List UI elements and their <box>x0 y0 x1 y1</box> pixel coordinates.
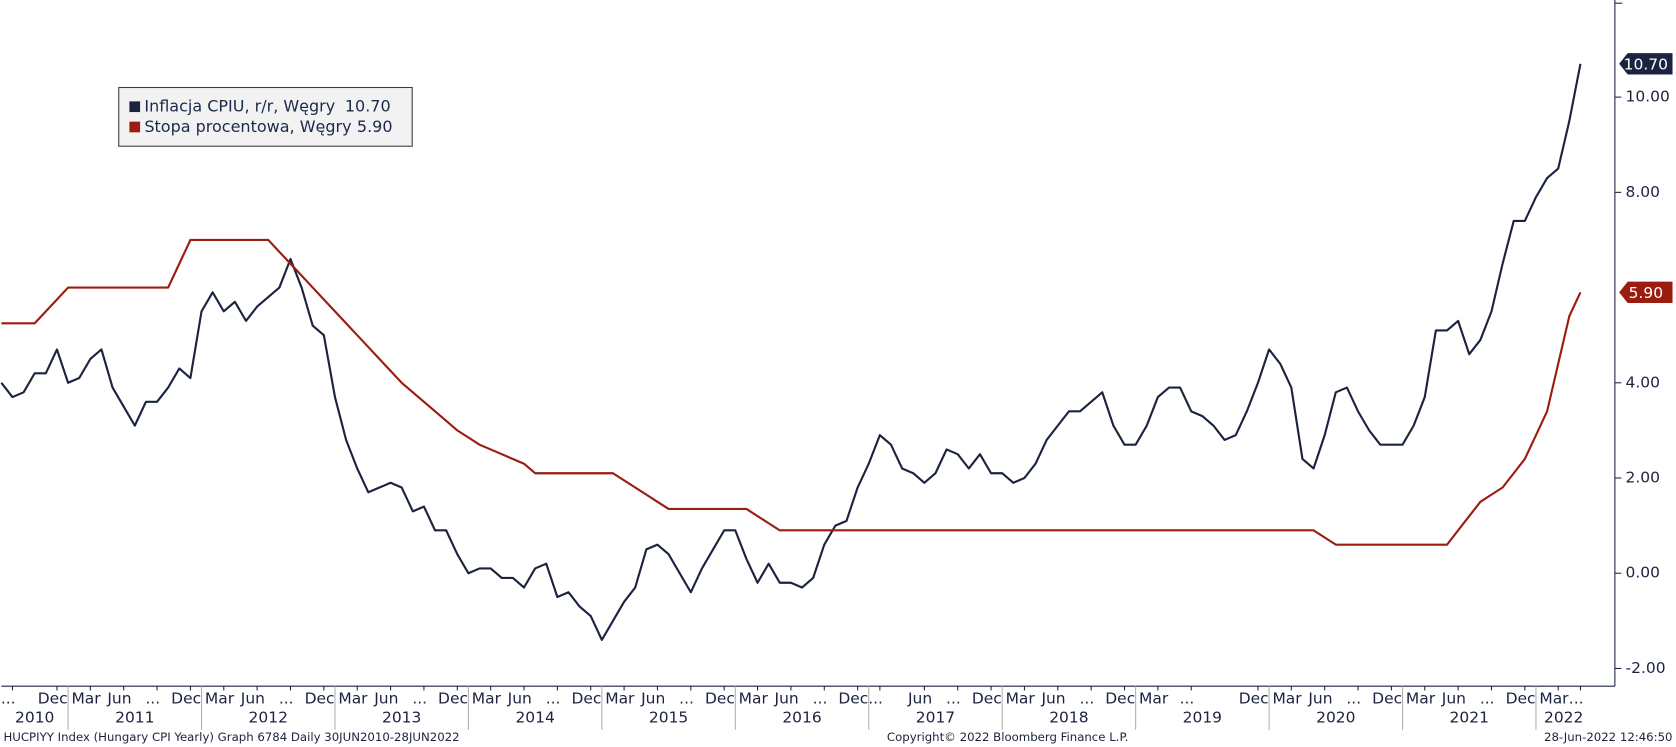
x-tick-label: Jun <box>907 689 932 707</box>
y-tick-label: 8.00 <box>1626 183 1660 201</box>
series-line <box>0 63 1582 641</box>
year-label: 2010 <box>15 709 54 727</box>
x-tick-label: Dec <box>305 689 335 707</box>
x-tick-label: Mar <box>205 689 235 707</box>
copyright: Copyright© 2022 Bloomberg Finance L.P. <box>887 730 1129 744</box>
legend-value: 10.70 <box>345 96 391 115</box>
x-tick-label: Mar <box>739 689 769 707</box>
legend-name: Inflacja CPIU, r/r, Węgry <box>144 96 335 115</box>
timestamp: 28-Jun-2022 12:46:50 <box>1544 730 1673 744</box>
source-note: HUCPIYY Index (Hungary CPI Yearly) Graph… <box>3 730 459 744</box>
x-tick-label: Dec <box>38 689 68 707</box>
x-tick-label: Jun <box>1040 689 1065 707</box>
x-tick-label: ... <box>679 689 694 707</box>
x-tick-label: ... <box>946 689 961 707</box>
legend-name: Stopa procentowa, Węgry <box>144 116 351 135</box>
x-tick-label: ... <box>1080 689 1095 707</box>
x-tick-label: Dec <box>171 689 201 707</box>
y-tick-label: 2.00 <box>1626 469 1660 487</box>
series-line <box>1 238 1582 546</box>
year-label: 2014 <box>515 709 554 727</box>
year-label: 2019 <box>1183 709 1222 727</box>
x-tick-label: Dec <box>572 689 602 707</box>
value-tag <box>1619 281 1673 303</box>
x-tick-label: Jun <box>240 689 265 707</box>
x-tick-label: Mar <box>1272 689 1302 707</box>
x-tick-label: ... <box>1480 689 1495 707</box>
y-tick-label: -2.00 <box>1626 659 1666 677</box>
x-tick-label: Jun <box>774 689 799 707</box>
year-label: 2017 <box>916 709 955 727</box>
x-tick-label: ... <box>145 689 160 707</box>
legend-value: 5.90 <box>357 116 393 135</box>
x-tick-label: Mar <box>1139 689 1169 707</box>
x-tick-label: ... <box>813 689 828 707</box>
value-tag-label: 5.90 <box>1629 284 1663 302</box>
y-tick-label: 10.00 <box>1626 88 1670 106</box>
y-tick-label: 4.00 <box>1626 373 1660 391</box>
year-label: 2016 <box>782 709 821 727</box>
x-tick-label: Mar <box>605 689 635 707</box>
x-tick-label: ... <box>1346 689 1361 707</box>
x-tick-label: Dec <box>972 689 1002 707</box>
x-tick-label: ... <box>1 689 16 707</box>
x-tick-label: ... <box>1569 689 1584 707</box>
year-label: 2013 <box>382 709 421 727</box>
legend-box <box>118 86 413 147</box>
x-tick-label: Jun <box>1441 689 1466 707</box>
year-label: 2022 <box>1544 709 1583 727</box>
x-tick-label: Dec <box>705 689 735 707</box>
x-tick-label: Dec <box>838 689 868 707</box>
x-tick-label: Dec <box>1506 689 1536 707</box>
x-tick-label: Jun <box>373 689 398 707</box>
x-tick-label: ... <box>279 689 294 707</box>
x-tick-label: Dec <box>1105 689 1135 707</box>
year-label: 2012 <box>249 709 288 727</box>
legend-entry: Inflacja CPIU, r/r, Węgry 10.70 <box>144 96 390 115</box>
x-tick-label: ... <box>546 689 561 707</box>
x-tick-label: Jun <box>106 689 131 707</box>
x-tick-label: Dec <box>1239 689 1269 707</box>
x-tick-label: Dec <box>1372 689 1402 707</box>
year-label: 2011 <box>115 709 154 727</box>
value-tag <box>1619 53 1673 75</box>
x-tick-label: Dec <box>438 689 468 707</box>
year-label: 2018 <box>1049 709 1088 727</box>
year-label: 2021 <box>1450 709 1489 727</box>
year-label: 2015 <box>649 709 688 727</box>
legend-swatch <box>129 121 141 133</box>
value-tag-label: 10.70 <box>1624 55 1668 73</box>
x-tick-label: Mar <box>1406 689 1436 707</box>
x-tick-label: Jun <box>640 689 665 707</box>
x-tick-label: Mar <box>338 689 368 707</box>
x-tick-label: Jun <box>507 689 532 707</box>
legend-swatch <box>129 101 141 113</box>
legend-entry: Stopa procentowa, Węgry 5.90 <box>144 116 392 135</box>
x-tick-label: ... <box>412 689 427 707</box>
year-label: 2020 <box>1316 709 1355 727</box>
x-tick-label: Mar <box>1006 689 1036 707</box>
x-tick-label: Jun <box>1307 689 1332 707</box>
x-tick-label: ... <box>868 689 883 707</box>
x-tick-label: ... <box>1180 689 1195 707</box>
y-tick-label: 0.00 <box>1626 564 1660 582</box>
x-tick-label: Mar <box>71 689 101 707</box>
x-tick-label: Mar <box>472 689 502 707</box>
x-tick-label: Mar <box>1539 689 1569 707</box>
